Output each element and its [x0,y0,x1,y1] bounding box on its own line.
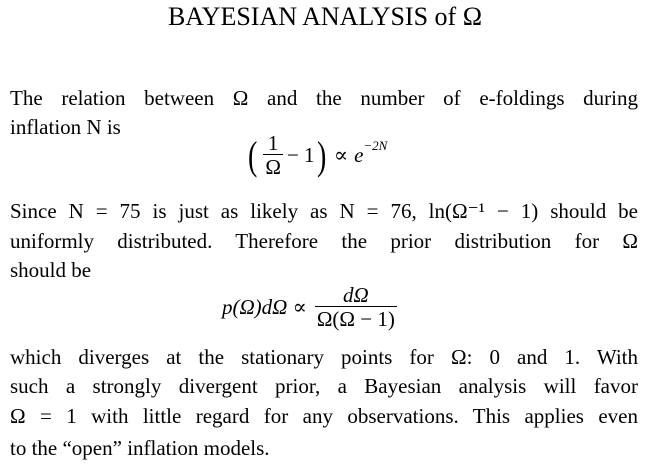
paragraph-1-line-2: inflation N is [10,115,121,139]
prior-lhs: p(Ω)dΩ ∝ [222,295,307,319]
close-paren: ) [316,132,326,178]
paragraph-2-line-1: Since N = 75 is just as likely as N = 76… [10,199,638,223]
denominator: Ω [263,154,283,179]
proportional-symbol: ∝ [333,143,349,167]
equation-efoldings: ( 1 Ω − 1 ) ∝ e −2N [246,132,387,179]
open-paren: ( [247,132,258,178]
fraction: 1 Ω [263,132,283,179]
paragraph-2-line-2: uniformly distributed. Therefore the pri… [10,229,638,253]
numerator: dΩ [343,283,369,307]
page-title: BAYESIAN ANALYSIS of Ω [167,2,483,31]
paragraph-2-line-3: should be [10,258,92,282]
denominator: Ω(Ω − 1) [314,306,397,331]
paragraph-3-line-2: such a strongly divergent prior, a Bayes… [10,374,638,398]
equation-prior: p(Ω)dΩ ∝ dΩ Ω(Ω − 1) [222,284,401,331]
numerator: 1 [267,131,279,155]
paragraph-1-line-1: The relation between Ω and the number of… [10,86,638,110]
paragraph-3-line-1: which diverges at the stationary points … [10,345,638,369]
prior-fraction: dΩ Ω(Ω − 1) [314,283,397,331]
exponent: −2N [363,137,388,153]
minus-one: − 1 [286,143,315,167]
paragraph-3-line-3: Ω = 1 with little regard for any observa… [10,404,638,428]
paragraph-3-line-4: to the “open” inflation models. [10,436,270,460]
exp-base: e [354,143,364,167]
